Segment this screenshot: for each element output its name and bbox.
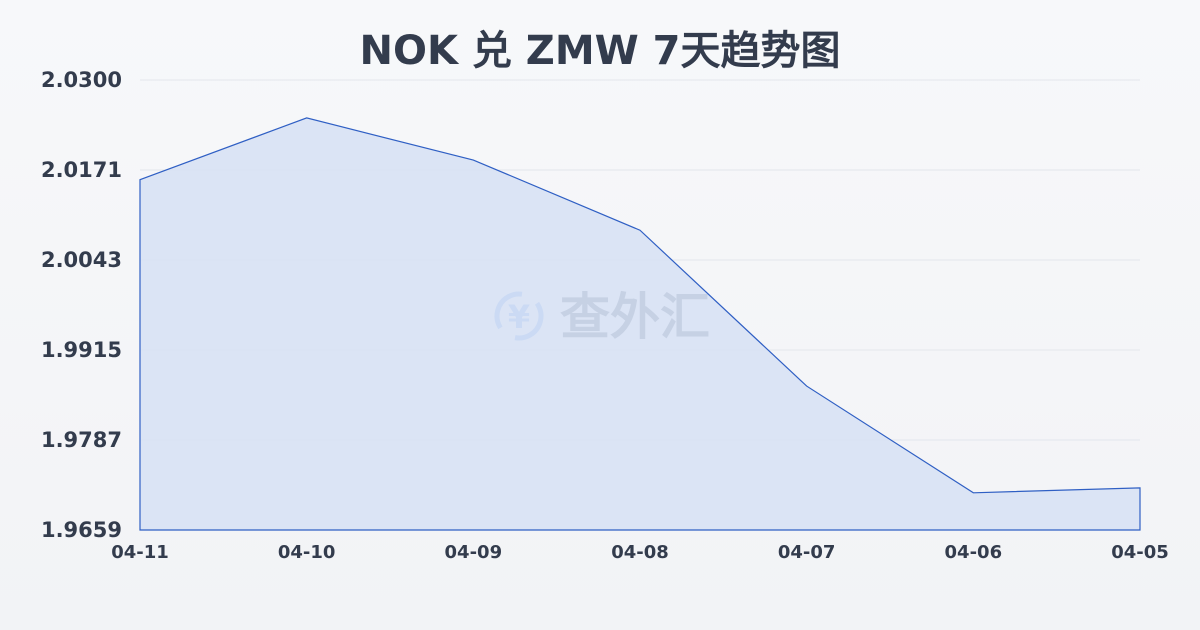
y-tick-label: 2.0300 <box>41 68 122 92</box>
y-tick-label: 1.9659 <box>41 518 122 542</box>
x-tick-label: 04-09 <box>445 542 503 563</box>
x-axis-labels: 04-11 04-10 04-09 04-08 04-07 04-06 04-05 <box>111 542 1169 563</box>
x-tick-label: 04-11 <box>111 542 169 563</box>
x-tick-label: 04-05 <box>1111 542 1169 563</box>
y-axis-labels: 2.0300 2.0171 2.0043 1.9915 1.9787 1.9659 <box>41 68 122 542</box>
y-tick-label: 2.0171 <box>41 158 122 182</box>
y-tick-label: 1.9915 <box>41 338 122 362</box>
x-tick-label: 04-08 <box>611 542 669 563</box>
x-tick-label: 04-07 <box>778 542 836 563</box>
y-tick-label: 1.9787 <box>41 428 122 452</box>
y-tick-label: 2.0043 <box>41 248 122 272</box>
chart-title: NOK 兑 ZMW 7天趋势图 <box>359 28 841 74</box>
x-tick-label: 04-10 <box>278 542 336 563</box>
area-fill <box>139 117 1141 531</box>
x-tick-label: 04-06 <box>945 542 1003 563</box>
